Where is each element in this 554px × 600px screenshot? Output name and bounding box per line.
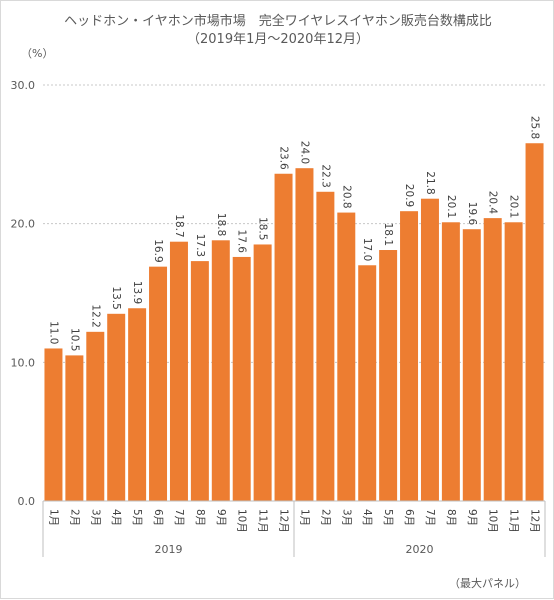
bar — [462, 229, 481, 502]
x-tick-label: 4月 — [110, 509, 122, 526]
bar — [211, 240, 230, 501]
x-tick-label: 12月 — [529, 509, 541, 533]
value-labels: 11.0 10.5 12.2 13.5 13.9 16.9 18.7 17.3 18.8 17.6… — [47, 116, 540, 352]
value-label: 17.6 — [236, 230, 248, 254]
bar — [358, 265, 377, 501]
value-label: 16.9 — [152, 239, 164, 262]
chart-title: ヘッドホン・イヤホン市場市場 完全ワイヤレスイヤホン販売台数構成比 — [64, 13, 492, 29]
x-tick-label: 8月 — [445, 509, 457, 526]
bar — [295, 168, 314, 501]
x-tick-label: 5月 — [382, 509, 394, 526]
bar — [232, 256, 251, 501]
x-tick-label: 3月 — [89, 509, 101, 526]
bar — [483, 218, 502, 501]
x-axis: 1月 2月 3月 4月 5月 6月 7月 8月 9月 10月 11月 12月 1月 2月 3月 4月 5月 6月 7… — [42, 500, 546, 557]
value-label: 13.9 — [131, 281, 143, 304]
value-label: 20.4 — [487, 191, 499, 215]
bar — [86, 331, 105, 501]
value-label: 18.1 — [382, 223, 394, 246]
bar — [169, 241, 188, 501]
bar — [149, 266, 168, 501]
year-group-label: 2019 — [155, 543, 183, 556]
value-label: 17.0 — [361, 238, 373, 261]
y-tick-label: 0.0 — [18, 495, 36, 508]
x-tick-label: 3月 — [340, 509, 352, 526]
year-group-label: 2020 — [406, 543, 434, 556]
value-label: 11.0 — [47, 321, 59, 344]
bar — [337, 212, 356, 501]
x-tick-label: 1月 — [298, 509, 310, 526]
value-label: 10.5 — [68, 328, 80, 351]
bar — [441, 222, 460, 501]
x-tick-label: 7月 — [424, 509, 436, 526]
x-tick-label: 10月 — [236, 509, 248, 533]
value-label: 20.1 — [508, 195, 520, 218]
x-tick-label: 9月 — [215, 509, 227, 526]
bar — [44, 348, 63, 501]
bar — [274, 173, 293, 501]
x-tick-label: 6月 — [403, 509, 415, 526]
bar — [253, 244, 272, 501]
x-tick-label: 10月 — [487, 509, 499, 533]
value-label: 18.5 — [257, 217, 269, 240]
x-tick-label: 6月 — [152, 509, 164, 526]
bar — [316, 191, 335, 502]
value-label: 25.8 — [529, 116, 541, 139]
bar — [525, 143, 544, 502]
bar — [190, 261, 209, 501]
bars — [44, 143, 544, 502]
source-note: （最大パネル） — [449, 576, 526, 590]
value-label: 20.9 — [403, 184, 415, 207]
bar — [379, 250, 398, 501]
value-label: 13.5 — [110, 286, 122, 309]
x-tick-label: 2月 — [68, 509, 80, 526]
value-label: 17.3 — [194, 234, 206, 257]
x-tick-label: 11月 — [508, 509, 520, 533]
value-label: 19.6 — [466, 202, 478, 226]
x-tick-label: 2月 — [319, 509, 331, 526]
value-label: 18.7 — [173, 214, 185, 237]
bar — [128, 308, 147, 501]
y-axis-ticks: 0.0 10.0 20.0 30.0 — [11, 79, 36, 508]
x-tick-label: 12月 — [278, 509, 290, 533]
y-tick-label: 30.0 — [11, 79, 36, 92]
chart-subtitle: （2019年1月～2020年12月） — [187, 32, 369, 47]
unit-label: （%） — [21, 47, 53, 60]
value-label: 24.0 — [298, 141, 310, 164]
value-label: 21.8 — [424, 171, 436, 194]
bar — [400, 211, 419, 502]
value-label: 12.2 — [89, 304, 101, 327]
value-label: 20.8 — [340, 185, 352, 208]
y-tick-label: 10.0 — [11, 356, 36, 369]
bar — [65, 355, 84, 501]
x-tick-label: 4月 — [361, 509, 373, 526]
bar — [420, 198, 439, 501]
y-tick-label: 20.0 — [11, 218, 36, 231]
x-tick-label: 1月 — [47, 509, 59, 526]
x-tick-label: 11月 — [257, 509, 269, 533]
x-tick-label: 7月 — [173, 509, 185, 526]
bar — [504, 222, 523, 501]
value-label: 18.8 — [215, 213, 227, 236]
x-tick-label: 5月 — [131, 509, 143, 526]
bar — [107, 313, 126, 501]
value-label: 20.1 — [445, 195, 457, 218]
value-label: 22.3 — [319, 164, 331, 187]
x-tick-label: 8月 — [194, 509, 206, 526]
value-label: 23.6 — [278, 146, 290, 170]
x-tick-label: 9月 — [466, 509, 478, 526]
